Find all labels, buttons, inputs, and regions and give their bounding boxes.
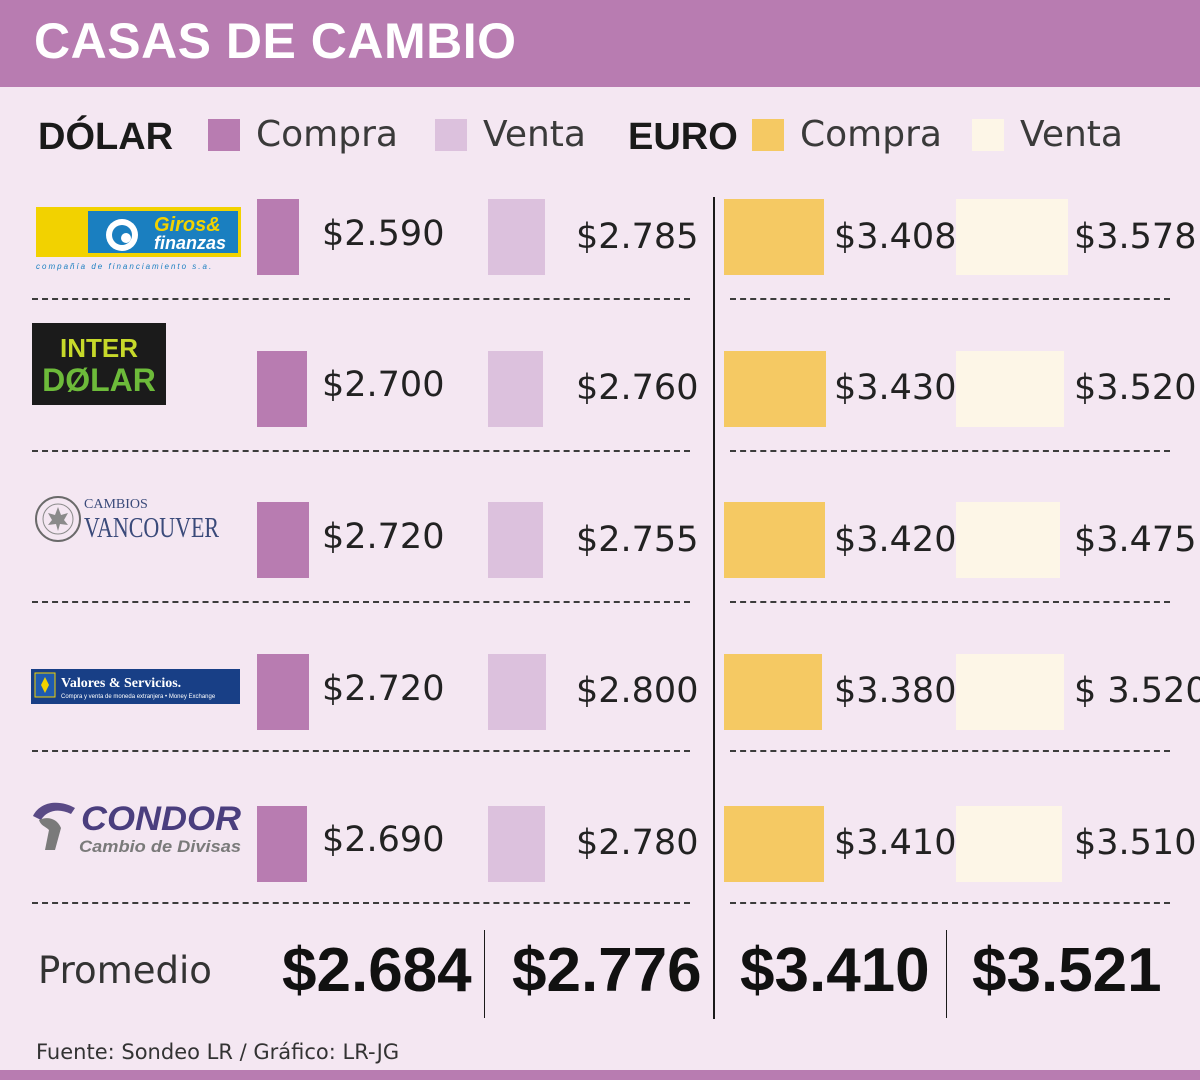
bar-row3-euro-sell: [956, 654, 1064, 730]
condor-logo-line2: Cambio de Divisas: [79, 837, 241, 856]
row-separator: [730, 902, 1170, 904]
value-row0-euro-sell: $3.578: [1074, 217, 1197, 257]
value-row2-dollar-sell: $2.755: [576, 520, 699, 560]
giros-logo-sub: compañía de financiamiento s.a.: [36, 262, 213, 271]
bar-row0-euro-sell: [956, 199, 1068, 275]
valores-servicios-logo: Valores & Servicios. Compra y venta de m…: [31, 669, 240, 704]
vancouver-logo-line1: CAMBIOS: [84, 497, 148, 512]
source-note: Fuente: Sondeo LR / Gráfico: LR-JG: [36, 1040, 400, 1064]
bar-row1-euro-buy: [724, 351, 826, 427]
value-row0-dollar-buy: $2.590: [322, 214, 445, 254]
giros-logo-line2: finanzas: [154, 233, 226, 253]
bar-row1-euro-sell: [956, 351, 1064, 427]
bar-row4-dollar-sell: [488, 806, 545, 882]
row-separator: [32, 601, 690, 603]
value-row0-euro-buy: $3.408: [834, 217, 957, 257]
value-row2-euro-sell: $3.475: [1074, 520, 1197, 560]
value-row4-dollar-sell: $2.780: [576, 823, 699, 863]
legend-euro-buy-label: Compra: [800, 114, 942, 155]
bar-row0-dollar-sell: [488, 199, 545, 275]
average-dollar-sell: $2.776: [512, 936, 702, 1005]
average-euro-buy: $3.410: [740, 936, 930, 1005]
value-row4-euro-sell: $3.510: [1074, 823, 1197, 863]
legend-dollar-sell-swatch: [435, 119, 467, 151]
legend-dollar-buy-swatch: [208, 119, 240, 151]
bar-row3-euro-buy: [724, 654, 822, 730]
row-separator: [730, 298, 1170, 300]
interdolar-logo-line2: DØLAR: [42, 362, 156, 398]
bar-row0-dollar-buy: [257, 199, 299, 275]
giros-finanzas-logo: Giros& finanzas compañía de financiamien…: [36, 207, 241, 273]
bar-row1-dollar-sell: [488, 351, 543, 427]
value-row4-dollar-buy: $2.690: [322, 820, 445, 860]
bar-row3-dollar-sell: [488, 654, 546, 730]
row-separator: [32, 450, 690, 452]
value-row2-dollar-buy: $2.720: [322, 517, 445, 557]
average-label: Promedio: [38, 949, 212, 992]
currency-divider: [713, 197, 715, 1019]
value-row1-dollar-buy: $2.700: [322, 365, 445, 405]
value-row3-dollar-sell: $2.800: [576, 671, 699, 711]
legend-dollar-label: DÓLAR: [38, 116, 174, 158]
legend-euro-sell-swatch: [972, 119, 1004, 151]
legend-euro-sell-label: Venta: [1020, 114, 1123, 155]
row-separator: [730, 750, 1170, 752]
average-divider: [484, 930, 485, 1018]
interdolar-logo: INTER DØLAR: [32, 323, 166, 405]
vancouver-logo-line2: VANCOUVER: [84, 513, 219, 544]
row-separator: [32, 902, 690, 904]
legend-dollar-sell-label: Venta: [483, 114, 586, 155]
row-separator: [730, 450, 1170, 452]
bar-row2-dollar-buy: [257, 502, 309, 578]
bar-row2-dollar-sell: [488, 502, 543, 578]
row-separator: [32, 298, 690, 300]
bar-row4-euro-sell: [956, 806, 1062, 882]
value-row3-euro-buy: $3.380: [834, 671, 957, 711]
bar-row1-dollar-buy: [257, 351, 307, 427]
value-row1-dollar-sell: $2.760: [576, 368, 699, 408]
row-separator: [730, 601, 1170, 603]
bar-row2-euro-sell: [956, 502, 1060, 578]
value-row3-dollar-buy: $2.720: [322, 669, 445, 709]
legend-dollar-buy-label: Compra: [256, 114, 398, 155]
value-row3-euro-sell: $ 3.520: [1074, 671, 1200, 711]
value-row1-euro-sell: $3.520: [1074, 368, 1197, 408]
valores-logo-line1: Valores & Servicios.: [61, 676, 181, 691]
bar-row4-euro-buy: [724, 806, 824, 882]
average-divider: [946, 930, 947, 1018]
bar-row0-euro-buy: [724, 199, 824, 275]
average-dollar-buy: $2.684: [282, 936, 472, 1005]
value-row0-dollar-sell: $2.785: [576, 217, 699, 257]
average-euro-sell: $3.521: [972, 936, 1162, 1005]
bar-row4-dollar-buy: [257, 806, 307, 882]
vancouver-logo: CAMBIOS VANCOUVER: [34, 493, 224, 545]
footer-bar: [0, 1070, 1200, 1080]
bar-row2-euro-buy: [724, 502, 825, 578]
condor-logo-line1: CONDOR: [81, 800, 241, 838]
value-row4-euro-buy: $3.410: [834, 823, 957, 863]
value-row1-euro-buy: $3.430: [834, 368, 957, 408]
page-title: CASAS DE CAMBIO: [34, 13, 517, 69]
legend-euro-buy-swatch: [752, 119, 784, 151]
valores-logo-line2: Compra y venta de moneda extranjera • Mo…: [61, 694, 216, 700]
header-bar: CASAS DE CAMBIO: [0, 0, 1200, 87]
interdolar-logo-line1: INTER: [60, 333, 138, 363]
giros-logo-line1: Giros&: [154, 214, 221, 236]
value-row2-euro-buy: $3.420: [834, 520, 957, 560]
condor-logo: CONDOR Cambio de Divisas: [31, 798, 243, 858]
bar-row3-dollar-buy: [257, 654, 309, 730]
row-separator: [32, 750, 690, 752]
legend-euro-label: EURO: [628, 116, 738, 158]
